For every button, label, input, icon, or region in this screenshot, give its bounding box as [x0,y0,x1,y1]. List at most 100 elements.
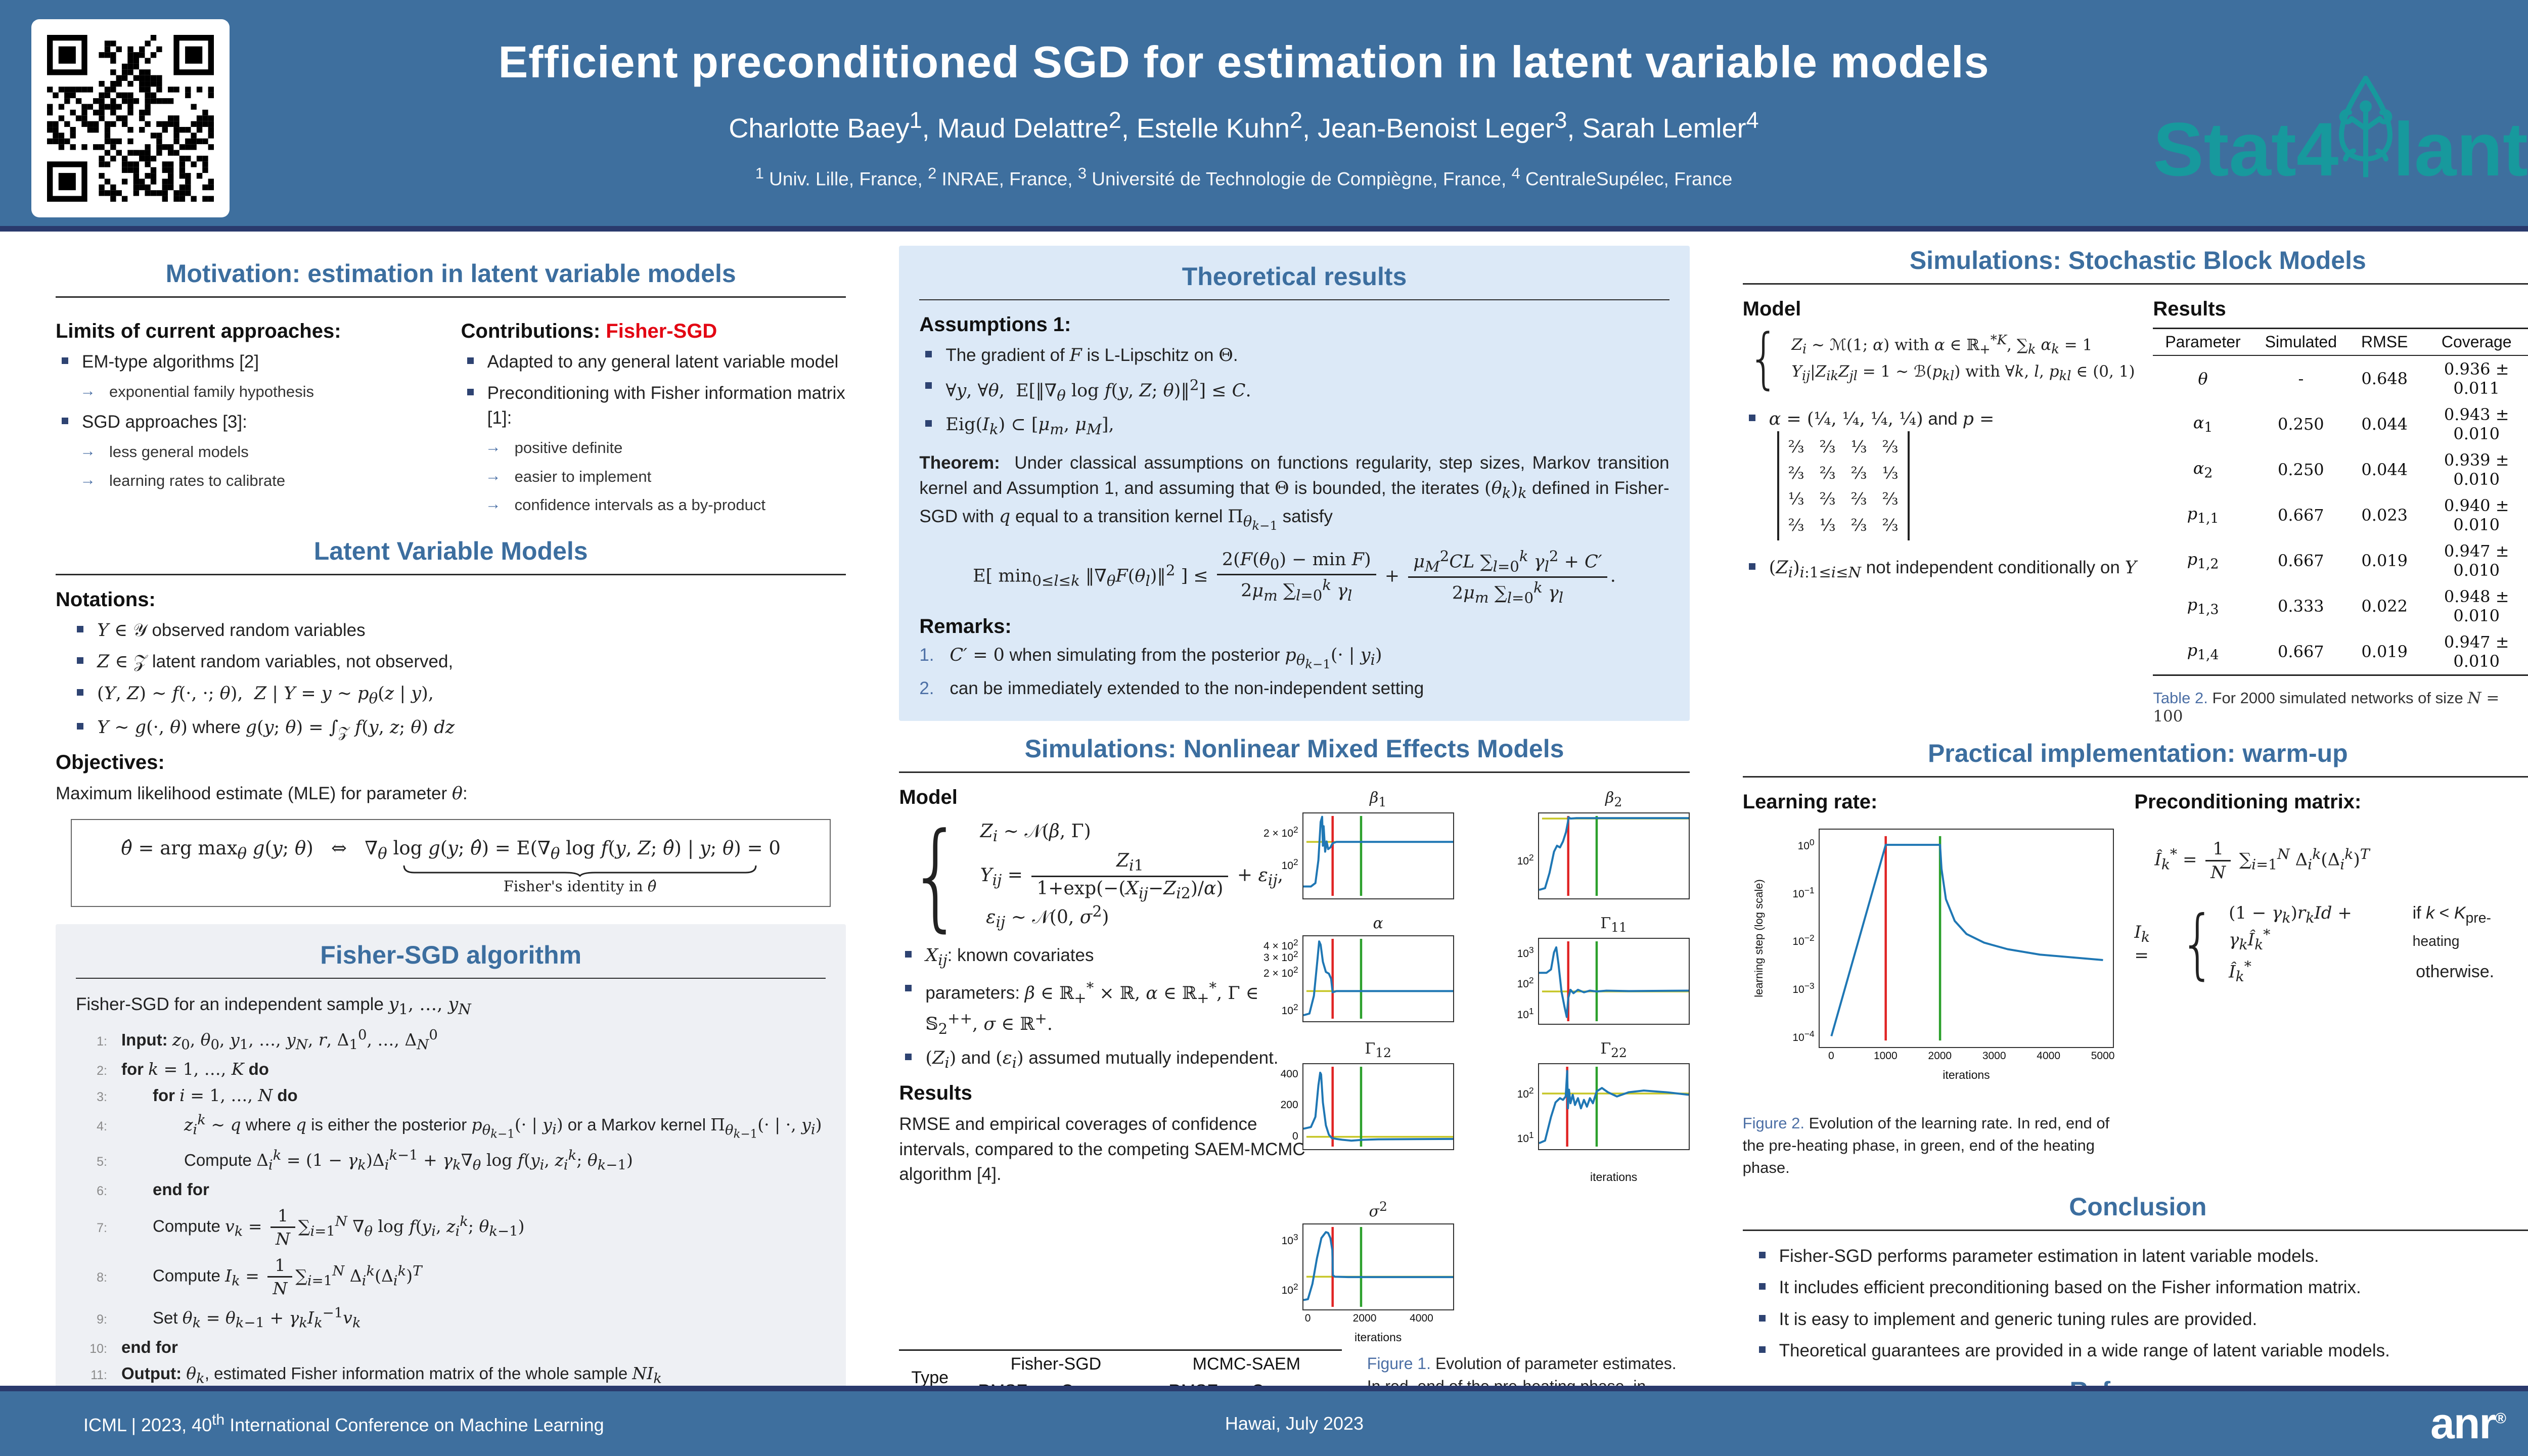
axis-tick-label: 2 × 102 [1263,964,1298,979]
algorithm-line-number: 6: [97,1184,107,1199]
matrix-cell: ⅓ [1819,515,1836,535]
list-item: easier to implement [461,465,846,488]
table-cell: p1,4 [2187,640,2219,663]
precond-case2: Îk* [2229,958,2251,985]
plot-area: 102 101 [1517,1063,1690,1151]
learning-rate-heading: Learning rate: [1742,791,1878,813]
anr-logo: anr® [2430,1399,2506,1449]
plot-title: Γ11 [1600,915,1627,935]
column-middle: Theoretical results Assumptions 1: The g… [899,246,1690,1449]
section-title-theory: Theoretical results [1182,262,1407,291]
list-item: learning rates to calibrate [56,469,441,492]
plot-beta2: β2 102 [1517,789,1690,900]
plot-gamma11: Γ11 103 102 101 [1517,915,1690,1025]
algorithm-line: 6: end for [76,1180,826,1199]
table-cell: α2 [2193,458,2213,481]
table-row: p1,2 0.667 0.019 0.947 ± 0.010 [2153,538,2528,583]
sbm-results-block: Results Parameter Simulated RMSE Coverage θ… [2153,298,2528,725]
table2-caption: Table 2. For 2000 simulated networks of … [2153,689,2500,725]
algorithm-line-text: Compute Δik = (1 − γk)Δik−1 + γk∇θ log f… [184,1147,633,1174]
algorithm-line-number: 7: [97,1220,107,1235]
axis-tick-label: 4000 [2037,1050,2060,1062]
mle-formula: θ̂ = arg maxθ g(y; θ) ⇔ ∇θ log g(y; θ̂) … [121,837,781,863]
list-item: Theoretical guarantees are provided in a… [1753,1339,2528,1363]
conclusion-list: Fisher-SGD performs parameter estimation… [1753,1244,2528,1363]
axis-tick-label: 400 [1280,1068,1298,1080]
list-item: (Y, Z) ∼ f(·, ·; θ), Z | Y = y ∼ pθ(z | … [71,681,846,708]
list-item: The gradient of F is L-Lipschitz on Θ. [919,343,1669,368]
table-cell: 0.019 [2361,642,2408,661]
algorithm-line-text: zik ∼ q where q is either the posterior … [184,1112,822,1141]
affiliations: 1 Univ. Lille, France, 2 INRAE, France, … [755,164,1733,190]
algorithm-line: 4: zik ∼ q where q is either the posterio… [76,1112,826,1141]
table1-group2: MCMC-SAEM [1192,1354,1301,1374]
column-right: Simulations: Stochastic Block Models Mod… [1742,246,2528,1456]
assumptions-list: The gradient of F is L-Lipschitz on Θ. ∀y… [919,343,1669,439]
list-item: parameters: β ∈ ℝ+* × ℝ, α ∈ ℝ+*, Γ ∈ 𝕊2… [899,977,1310,1039]
list-item: It includes efficient preconditioning ba… [1753,1276,2528,1300]
header-divider [0,226,2528,232]
list-item-text: C′ = 0 when simulating from the posterio… [950,645,1382,672]
table2: Parameter Simulated RMSE Coverage θ - 0.648 0.… [2153,328,2528,676]
section-rule [56,574,846,576]
sbm-eq2: Yij|ZikZjl = 1 ∼ ℬ(pkl) with ∀k, l, pkl … [1791,362,2135,384]
list-item-number: 2. [919,678,934,699]
axis-tick-label: 10−1 [1792,885,1815,900]
table-row: α1 0.250 0.044 0.943 ± 0.010 [2153,401,2528,447]
objectives-heading: Objectives: [56,751,165,774]
section-rule [1742,776,2528,778]
plot-gamma22: Γ22 102 101 iterations [1517,1040,1690,1184]
x-axis-label: iterations [1354,1331,1402,1344]
section-title-sbm: Simulations: Stochastic Block Models [1909,246,2366,275]
axis-tick-label: 4000 [1410,1312,1433,1325]
section-rule [899,771,1690,774]
table-cell: 0.936 ± 0.011 [2444,359,2509,398]
axis-tick-label: 200 [1280,1099,1298,1111]
algorithm-line-text: end for [153,1180,209,1199]
algorithm-line-text: Compute Ik = 1 N ∑i=1N Δik(Δik)T [153,1255,422,1299]
precond-cond2: otherwise. [2416,962,2495,982]
objectives-text: Maximum likelihood estimate (MLE) for pa… [56,784,468,804]
plot-title: Γ22 [1600,1040,1627,1061]
poster-title: Efficient preconditioned SGD for estimat… [498,36,1990,87]
section-algorithm: Fisher-SGD algorithm Fisher-SGD for an i… [56,924,846,1437]
section-nlme: Simulations: Nonlinear Mixed Effects Mod… [899,734,1690,1456]
axis-tick-label: 5000 [2091,1050,2115,1062]
section-sbm: Simulations: Stochastic Block Models Mod… [1742,246,2528,725]
underbrace-label: Fisher's identity in θ̂ [503,878,657,895]
axis-tick-label: 0 [1304,1312,1311,1325]
algorithm-line: 11: Output: θk, estimated Fisher informat… [76,1363,826,1387]
logo-text-left: Stat4 [2153,107,2339,192]
algorithm-line-text: Set θk = θk−1 + γkIk−1vk [153,1305,361,1331]
table-header: Parameter [2165,333,2241,351]
table-cell: 0.044 [2361,415,2408,434]
table-cell: p1,1 [2187,504,2219,527]
notations-list: Y ∈ 𝒴 observed random variables Z ∈ 𝒵 lat… [71,618,846,742]
sbm-eq1: Zi ∼ ℳ(1; α) with α ∈ ℝ+*K, ∑k αk = 1 [1791,333,2093,357]
table-cell: 0.939 ± 0.010 [2444,450,2509,489]
table-cell: - [2298,369,2304,388]
table-cell: α1 [2193,413,2213,436]
plot-beta1: β1 2 × 102 102 [1263,789,1454,900]
algorithm-line-number: 9: [97,1312,107,1327]
sbm-alpha-text: α = (¼, ¼, ¼, ¼) and p = [1769,408,1995,429]
table-cell: 0.667 [2278,551,2324,570]
poster-body: Motivation: estimation in latent variabl… [0,232,2528,1456]
matrix-cell: ⅔ [1819,463,1836,483]
theorem-equation: E[ min0≤l≤k ‖∇θF(θl)‖2 ] ≤ 2(F(θ0) − min… [973,547,1616,607]
table-cell: 0.250 [2278,460,2324,479]
algorithm-line: 8: Compute Ik = 1 N ∑i=1N Δik(Δik)T [76,1255,826,1298]
mle-formula-box: θ̂ = arg maxθ g(y; θ) ⇔ ∇θ log g(y; θ̂) … [71,818,831,907]
list-item: (Zi) and (εi) assumed mutually independe… [899,1046,1310,1073]
table-header: Simulated [2265,333,2337,351]
axis-tick-label: 3 × 102 [1263,949,1298,964]
matrix-cell: ⅓ [1882,463,1899,483]
limits-list: EM-type algorithms [2] exponential family… [56,350,441,492]
brace-icon: { [908,808,964,944]
anr-logo-text: anr [2430,1399,2496,1448]
algorithm-line: 3: for i = 1, …, N do [76,1085,826,1105]
matrix-cell: ⅔ [1882,489,1899,509]
section-rule [1742,1230,2528,1232]
